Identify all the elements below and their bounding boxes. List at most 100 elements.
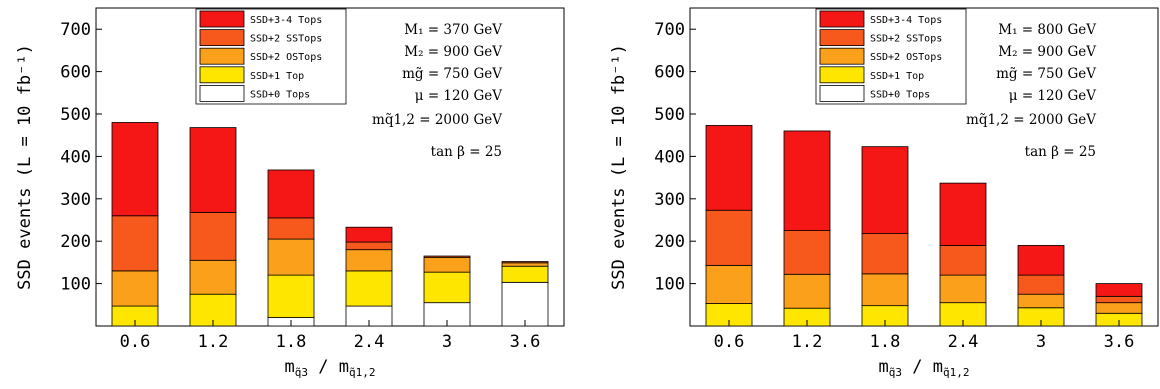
x-axis-title-sub1: q̃3 — [295, 366, 308, 379]
bar-ssd-3-4-tops-0-6 — [111, 122, 159, 217]
bar-ssd-3-4-tops-0-6 — [705, 125, 753, 211]
x-tick-label: 2.4 — [354, 332, 385, 352]
y-tick-label: 600 — [654, 63, 685, 83]
legend-label-ssd-2-sstops: SSD+2 SSTops — [250, 34, 322, 45]
y-ticks: 100 200 300 400 500 600 700 — [654, 20, 696, 295]
legend: SSD+3-4 Tops SSD+2 SSTops SSD+2 OSTops SSD+… — [195, 8, 347, 105]
y-tick-label: 400 — [654, 147, 685, 167]
legend-label-ssd-3-4-tops: SSD+3-4 Tops — [870, 15, 942, 26]
y-tick-label: 600 — [60, 63, 91, 83]
annotation-line: mq̃1,2 = 2000 GeV — [966, 112, 1096, 128]
bar-ssd-2-ostops-1-8 — [267, 238, 315, 276]
bar-ssd-1-top-3 — [423, 271, 471, 304]
bar-ssd-3-4-tops-3-6 — [1095, 283, 1143, 297]
x-axis-title-sub1: q̃3 — [889, 366, 902, 379]
bar-ssd-2-ostops-3 — [1017, 293, 1065, 309]
x-tick-label: 2.4 — [948, 332, 979, 352]
bar-ssd-2-sstops-1-2 — [783, 230, 831, 275]
bar-ssd-2-ostops-1-2 — [189, 259, 237, 295]
y-ticks: 100 200 300 400 500 600 700 — [60, 20, 102, 295]
bar-ssd-2-ostops-3-6 — [1095, 302, 1143, 314]
legend-label-ssd-1-top: SSD+1 Top — [870, 71, 924, 82]
bar-ssd-0-tops-3-6 — [501, 281, 549, 327]
annotation-line: μ = 120 GeV — [1009, 88, 1096, 104]
legend-label-ssd-2-sstops: SSD+2 SSTops — [870, 34, 942, 45]
bar-ssd-2-ostops-0-6 — [111, 270, 159, 307]
x-tick-label: 1.8 — [870, 332, 901, 352]
x-tick-label: 3 — [442, 332, 452, 352]
annotation-line: μ = 120 GeV — [415, 88, 502, 104]
parameter-annotations: M₁ = 370 GeV M₂ = 900 GeV mg̃ = 750 GeV μ =… — [372, 22, 502, 160]
legend-label-ssd-2-ostops: SSD+2 OSTops — [870, 52, 942, 63]
y-tick-label: 100 — [654, 275, 685, 295]
x-tick-label: 3 — [1036, 332, 1046, 352]
bar-ssd-3-4-tops-1-2 — [783, 130, 831, 232]
bar-ssd-2-sstops-2-4 — [345, 241, 393, 251]
bar-ssd-2-sstops-0-6 — [705, 209, 753, 266]
legend-label-ssd-0-tops: SSD+0 Tops — [250, 89, 310, 100]
plot-frame — [689, 7, 1159, 327]
parameter-annotations: M₁ = 800 GeV M₂ = 900 GeV mg̃ = 750 GeV μ =… — [966, 22, 1096, 160]
bar-ssd-1-top-2-4 — [345, 270, 393, 307]
bar-ssd-2-ostops-2-4 — [345, 249, 393, 272]
annotation-line: tan β = 25 — [431, 144, 502, 160]
x-tick-label: 1.2 — [198, 332, 229, 352]
x-axis-title-m1: m — [879, 357, 889, 377]
bar-ssd-2-sstops-1-2 — [189, 211, 237, 261]
bar-ssd-3-4-tops-1-8 — [267, 169, 315, 219]
chart-left: 100 200 300 400 500 600 700 0.6 1.2 1.8 2.4 3 3.6 S… — [15, 7, 565, 379]
legend-swatch-ssd-2-ostops — [819, 47, 865, 65]
bars-layer — [111, 122, 549, 327]
annotation-line: M₂ = 900 GeV — [998, 44, 1096, 60]
plot-frame — [95, 7, 565, 327]
bar-ssd-2-sstops-1-8 — [267, 217, 315, 240]
annotation-line: M₁ = 800 GeV — [998, 22, 1096, 38]
x-axis-title: mq̃3 / mq̃1,2 — [285, 357, 376, 379]
bar-ssd-2-sstops-0-6 — [111, 215, 159, 272]
x-axis-title-slash: / m — [308, 357, 349, 377]
bar-ssd-1-top-3-6 — [501, 265, 549, 283]
y-tick-label: 400 — [60, 147, 91, 167]
legend-swatch-ssd-1-top — [199, 66, 245, 84]
legend-swatch-ssd-2-sstops — [199, 29, 245, 47]
bar-ssd-2-ostops-3 — [423, 256, 471, 273]
bar-ssd-2-sstops-1-8 — [861, 233, 909, 275]
bar-ssd-3-4-tops-2-4 — [345, 226, 393, 243]
x-tick-label: 0.6 — [714, 332, 745, 352]
x-tick-label: 1.8 — [276, 332, 307, 352]
x-tick-label: 1.2 — [792, 332, 823, 352]
y-axis-title: SSD events (L = 10 fb⁻¹) — [15, 44, 35, 290]
legend-swatch-ssd-3-4-tops — [199, 10, 245, 28]
x-axis-title-slash: / m — [902, 357, 943, 377]
bar-ssd-3-4-tops-2-4 — [939, 182, 987, 246]
bar-ssd-3-4-tops-1-8 — [861, 146, 909, 234]
legend-swatch-ssd-2-ostops — [199, 47, 245, 65]
legend-swatch-ssd-2-sstops — [819, 29, 865, 47]
bar-ssd-2-ostops-2-4 — [939, 274, 987, 304]
x-axis-title-sub2: q̃1,2 — [349, 366, 376, 379]
bar-ssd-1-top-1-8 — [267, 274, 315, 318]
bar-ssd-3-4-tops-1-2 — [189, 127, 237, 213]
annotation-line: M₂ = 900 GeV — [404, 44, 502, 60]
bar-ssd-2-sstops-3-6 — [1095, 295, 1143, 304]
y-tick-label: 700 — [654, 20, 685, 40]
annotation-line: mg̃ = 750 GeV — [996, 66, 1096, 82]
bar-ssd-2-ostops-0-6 — [705, 264, 753, 304]
annotation-line: M₁ = 370 GeV — [404, 22, 502, 38]
annotation-line: tan β = 25 — [1025, 144, 1096, 160]
bars-layer — [705, 125, 1143, 327]
y-tick-label: 200 — [654, 232, 685, 252]
annotation-line: mg̃ = 750 GeV — [402, 66, 502, 82]
legend-label-ssd-1-top: SSD+1 Top — [250, 71, 304, 82]
bar-ssd-2-ostops-1-2 — [783, 273, 831, 309]
annotation-line: mq̃1,2 = 2000 GeV — [372, 112, 502, 128]
legend-label-ssd-2-ostops: SSD+2 OSTops — [250, 52, 322, 63]
chart-right: 100 200 300 400 500 600 700 0.6 1.2 1.8 2.4 3 3.6 S… — [609, 7, 1159, 379]
bar-ssd-3-4-tops-3 — [1017, 245, 1065, 276]
x-tick-label: 3.6 — [1104, 332, 1135, 352]
legend-swatch-ssd-3-4-tops — [819, 10, 865, 28]
bar-ssd-2-sstops-3 — [1017, 274, 1065, 295]
y-tick-label: 700 — [60, 20, 91, 40]
x-tick-label: 3.6 — [510, 332, 541, 352]
y-tick-label: 500 — [654, 105, 685, 125]
